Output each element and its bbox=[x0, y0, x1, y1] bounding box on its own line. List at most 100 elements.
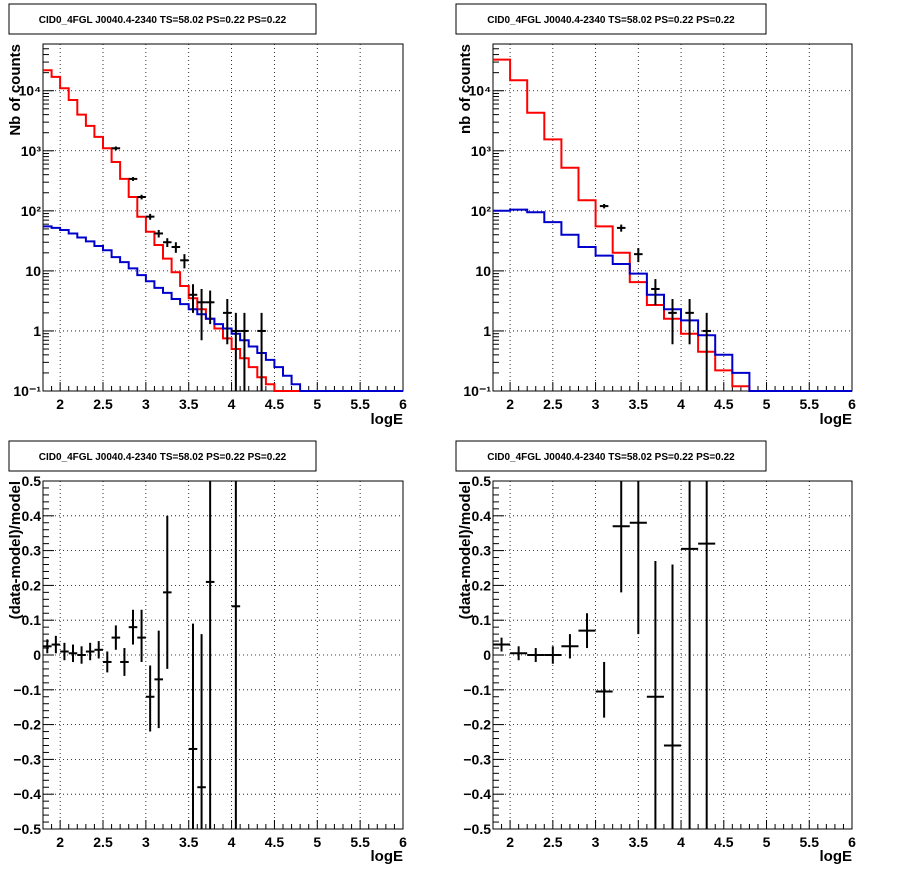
x-tick-label: 4 bbox=[677, 834, 685, 850]
data-point bbox=[163, 238, 172, 247]
data-point bbox=[51, 635, 61, 654]
y-axis-ticks: −0.5 −0.4 −0.3 −0.2 −0.1 0 0.1 0.2 0.3 0.4 0.5 bbox=[463, 473, 504, 837]
data-point bbox=[60, 642, 69, 661]
data-point bbox=[137, 609, 146, 662]
x-tick-label: 2.5 bbox=[543, 396, 563, 412]
y-tick-label: 10² bbox=[21, 203, 42, 219]
data-point bbox=[145, 665, 155, 732]
data-point bbox=[188, 284, 198, 313]
x-tick-label: 5 bbox=[763, 396, 771, 412]
x-axis-ticks: 2 2.5 3 3.5 4 4.5 5 5.5 6 bbox=[501, 820, 856, 850]
y-tick-label: −0.3 bbox=[463, 751, 491, 767]
data-point bbox=[128, 177, 138, 181]
y-tick-label: −0.1 bbox=[463, 682, 491, 698]
chart-title-box bbox=[8, 3, 317, 35]
y-tick-label: −0.3 bbox=[13, 751, 41, 767]
x-tick-label: 2.5 bbox=[93, 834, 113, 850]
y-tick-label: 0.1 bbox=[472, 612, 492, 628]
x-tick-label: 6 bbox=[399, 834, 407, 850]
x-tick-label: 4.5 bbox=[265, 396, 285, 412]
data-point bbox=[197, 288, 206, 341]
data-point bbox=[493, 637, 511, 652]
y-tick-label: 10 bbox=[475, 263, 491, 279]
data-point bbox=[663, 564, 682, 829]
x-tick-label: 3 bbox=[592, 396, 600, 412]
data-point bbox=[240, 312, 249, 391]
data-point bbox=[163, 515, 172, 669]
data-point bbox=[171, 242, 181, 253]
data-point bbox=[154, 229, 163, 238]
data-point bbox=[68, 644, 78, 662]
x-tick-label: 6 bbox=[399, 396, 407, 412]
data-point bbox=[646, 561, 664, 829]
x-tick-label: 3.5 bbox=[179, 396, 199, 412]
data-point bbox=[197, 634, 206, 829]
y-tick-label: 10⁴ bbox=[19, 83, 42, 99]
data-point bbox=[681, 481, 699, 829]
y-tick-label: 10⁻¹ bbox=[463, 383, 491, 399]
data-point bbox=[205, 290, 215, 325]
x-tick-label: 4.5 bbox=[714, 396, 734, 412]
y-tick-label: 0.5 bbox=[22, 473, 42, 489]
y-tick-label: 10 bbox=[25, 263, 41, 279]
y-tick-label: 0 bbox=[33, 647, 41, 663]
x-tick-label: 2 bbox=[56, 834, 64, 850]
data-point bbox=[629, 481, 647, 635]
data-point bbox=[145, 213, 155, 220]
data-point bbox=[698, 481, 716, 829]
chart-title: CID0_4FGL J0040.4-2340 TS=58.02 PS=0.22 … bbox=[39, 15, 287, 26]
x-tick-label: 5.5 bbox=[350, 396, 370, 412]
data-point bbox=[103, 651, 112, 673]
data-point bbox=[616, 224, 626, 232]
x-tick-label: 3.5 bbox=[629, 834, 649, 850]
data-point bbox=[544, 646, 562, 664]
y-tick-label: 0.1 bbox=[22, 612, 42, 628]
x-axis-label: logE bbox=[820, 411, 853, 428]
x-tick-label: 2 bbox=[506, 834, 514, 850]
data-point bbox=[77, 646, 86, 664]
y-tick-label: 10³ bbox=[471, 143, 492, 159]
data-points bbox=[111, 146, 266, 391]
y-tick-label: 0.2 bbox=[22, 577, 42, 593]
data-point bbox=[595, 661, 613, 718]
y-axis-ticks: 10⁻¹ 1 10 10² 10³ 10⁴ bbox=[13, 43, 54, 399]
y-tick-label: −0.2 bbox=[463, 717, 491, 733]
data-point bbox=[111, 146, 121, 151]
data-point bbox=[128, 609, 138, 645]
x-tick-label: 4.5 bbox=[714, 834, 734, 850]
data-point bbox=[578, 613, 596, 649]
chart-title: CID0_4FGL J0040.4-2340 TS=58.02 PS=0.22 … bbox=[487, 15, 735, 26]
y-axis-label: (data-model)/model bbox=[457, 481, 474, 619]
x-tick-label: 4 bbox=[228, 396, 236, 412]
x-tick-label: 3.5 bbox=[629, 396, 649, 412]
data-point bbox=[137, 194, 146, 200]
data-point bbox=[685, 299, 694, 345]
y-tick-label: −0.1 bbox=[13, 682, 41, 698]
data-point bbox=[223, 299, 232, 345]
chart-panel-1: CID0_4FGL J0040.4-2340 TS=58.02 PS=0.22 … bbox=[7, 3, 407, 428]
x-tick-label: 5.5 bbox=[800, 396, 820, 412]
y-tick-label: 0.4 bbox=[22, 508, 42, 524]
y-axis-ticks: −0.5 −0.4 −0.3 −0.2 −0.1 0 0.1 0.2 0.3 0.4 0.5 bbox=[13, 473, 54, 837]
x-axis-ticks: 2 2.5 3 3.5 4 4.5 5 5.5 6 bbox=[51, 382, 407, 412]
x-tick-label: 3 bbox=[142, 834, 150, 850]
chart-title: CID0_4FGL J0040.4-2340 TS=58.02 PS=0.22 … bbox=[39, 452, 287, 463]
data-point bbox=[188, 623, 198, 829]
x-axis-label: logE bbox=[371, 848, 404, 865]
x-tick-label: 2 bbox=[506, 396, 514, 412]
data-point bbox=[231, 481, 241, 829]
chart-panel-2: CID0_4FGL J0040.4-2340 TS=58.02 PS=0.22 … bbox=[455, 3, 856, 428]
y-tick-label: 0.2 bbox=[472, 577, 492, 593]
data-point bbox=[510, 646, 528, 661]
x-axis-ticks: 2 2.5 3 3.5 4 4.5 5 5.5 6 bbox=[51, 820, 407, 850]
y-tick-label: −0.4 bbox=[13, 786, 41, 802]
data-point bbox=[612, 481, 630, 593]
y-axis-label: Nb of counts bbox=[7, 44, 24, 136]
x-tick-label: 3 bbox=[142, 396, 150, 412]
y-axis-label: nb of counts bbox=[457, 44, 474, 134]
chart-panel-4: CID0_4FGL J0040.4-2340 TS=58.02 PS=0.22 … bbox=[455, 440, 856, 865]
x-axis-label: logE bbox=[371, 411, 404, 428]
y-tick-label: 0 bbox=[483, 647, 491, 663]
data-point bbox=[651, 279, 660, 306]
